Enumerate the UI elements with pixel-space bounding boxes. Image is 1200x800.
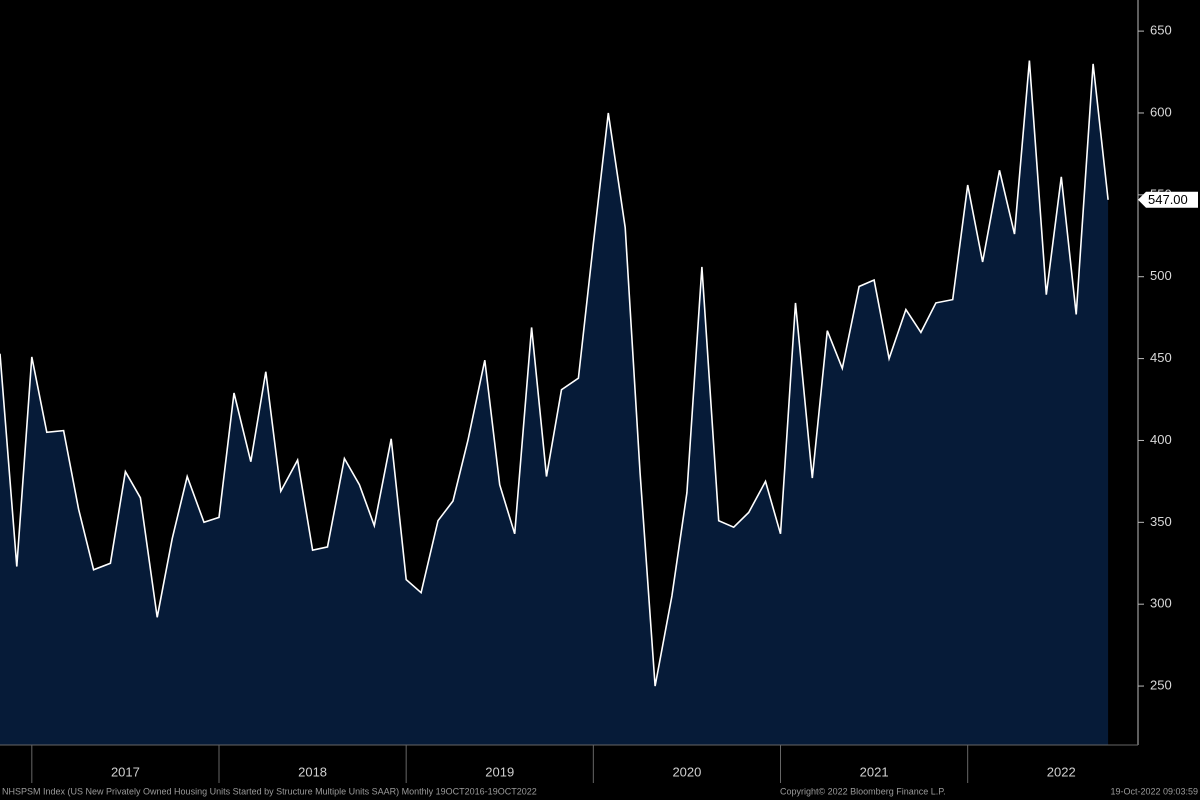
y-tick-label: 600 xyxy=(1150,104,1172,119)
footer-copyright: Copyright© 2022 Bloomberg Finance L.P. xyxy=(780,786,946,796)
x-tick-label: 2020 xyxy=(672,764,701,779)
x-tick-label: 2022 xyxy=(1047,764,1076,779)
x-tick-label: 2019 xyxy=(485,764,514,779)
last-value-label: 547.00 xyxy=(1148,192,1188,207)
y-tick-label: 250 xyxy=(1150,677,1172,692)
y-tick-label: 350 xyxy=(1150,514,1172,529)
x-tick-label: 2017 xyxy=(111,764,140,779)
x-tick-label: 2021 xyxy=(860,764,889,779)
area xyxy=(0,60,1109,746)
y-tick-label: 650 xyxy=(1150,23,1172,38)
x-tick-label: 2018 xyxy=(298,764,327,779)
footer-timestamp: 19-Oct-2022 09:03:59 xyxy=(1110,786,1198,796)
y-tick-label: 300 xyxy=(1150,596,1172,611)
y-tick-label: 450 xyxy=(1150,350,1172,365)
y-tick-label: 400 xyxy=(1150,432,1172,447)
last-value-box xyxy=(1138,191,1198,208)
y-tick-label: 500 xyxy=(1150,268,1172,283)
line xyxy=(0,60,1109,687)
footer-source: NHSPSM Index (US New Privately Owned Hou… xyxy=(2,786,537,796)
